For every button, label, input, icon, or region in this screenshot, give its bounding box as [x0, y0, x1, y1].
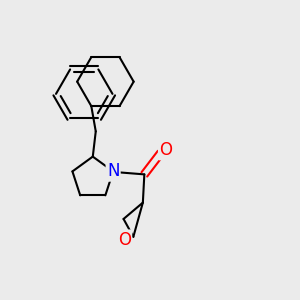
Text: N: N — [107, 162, 119, 180]
Text: O: O — [159, 141, 172, 159]
Text: O: O — [118, 231, 131, 249]
